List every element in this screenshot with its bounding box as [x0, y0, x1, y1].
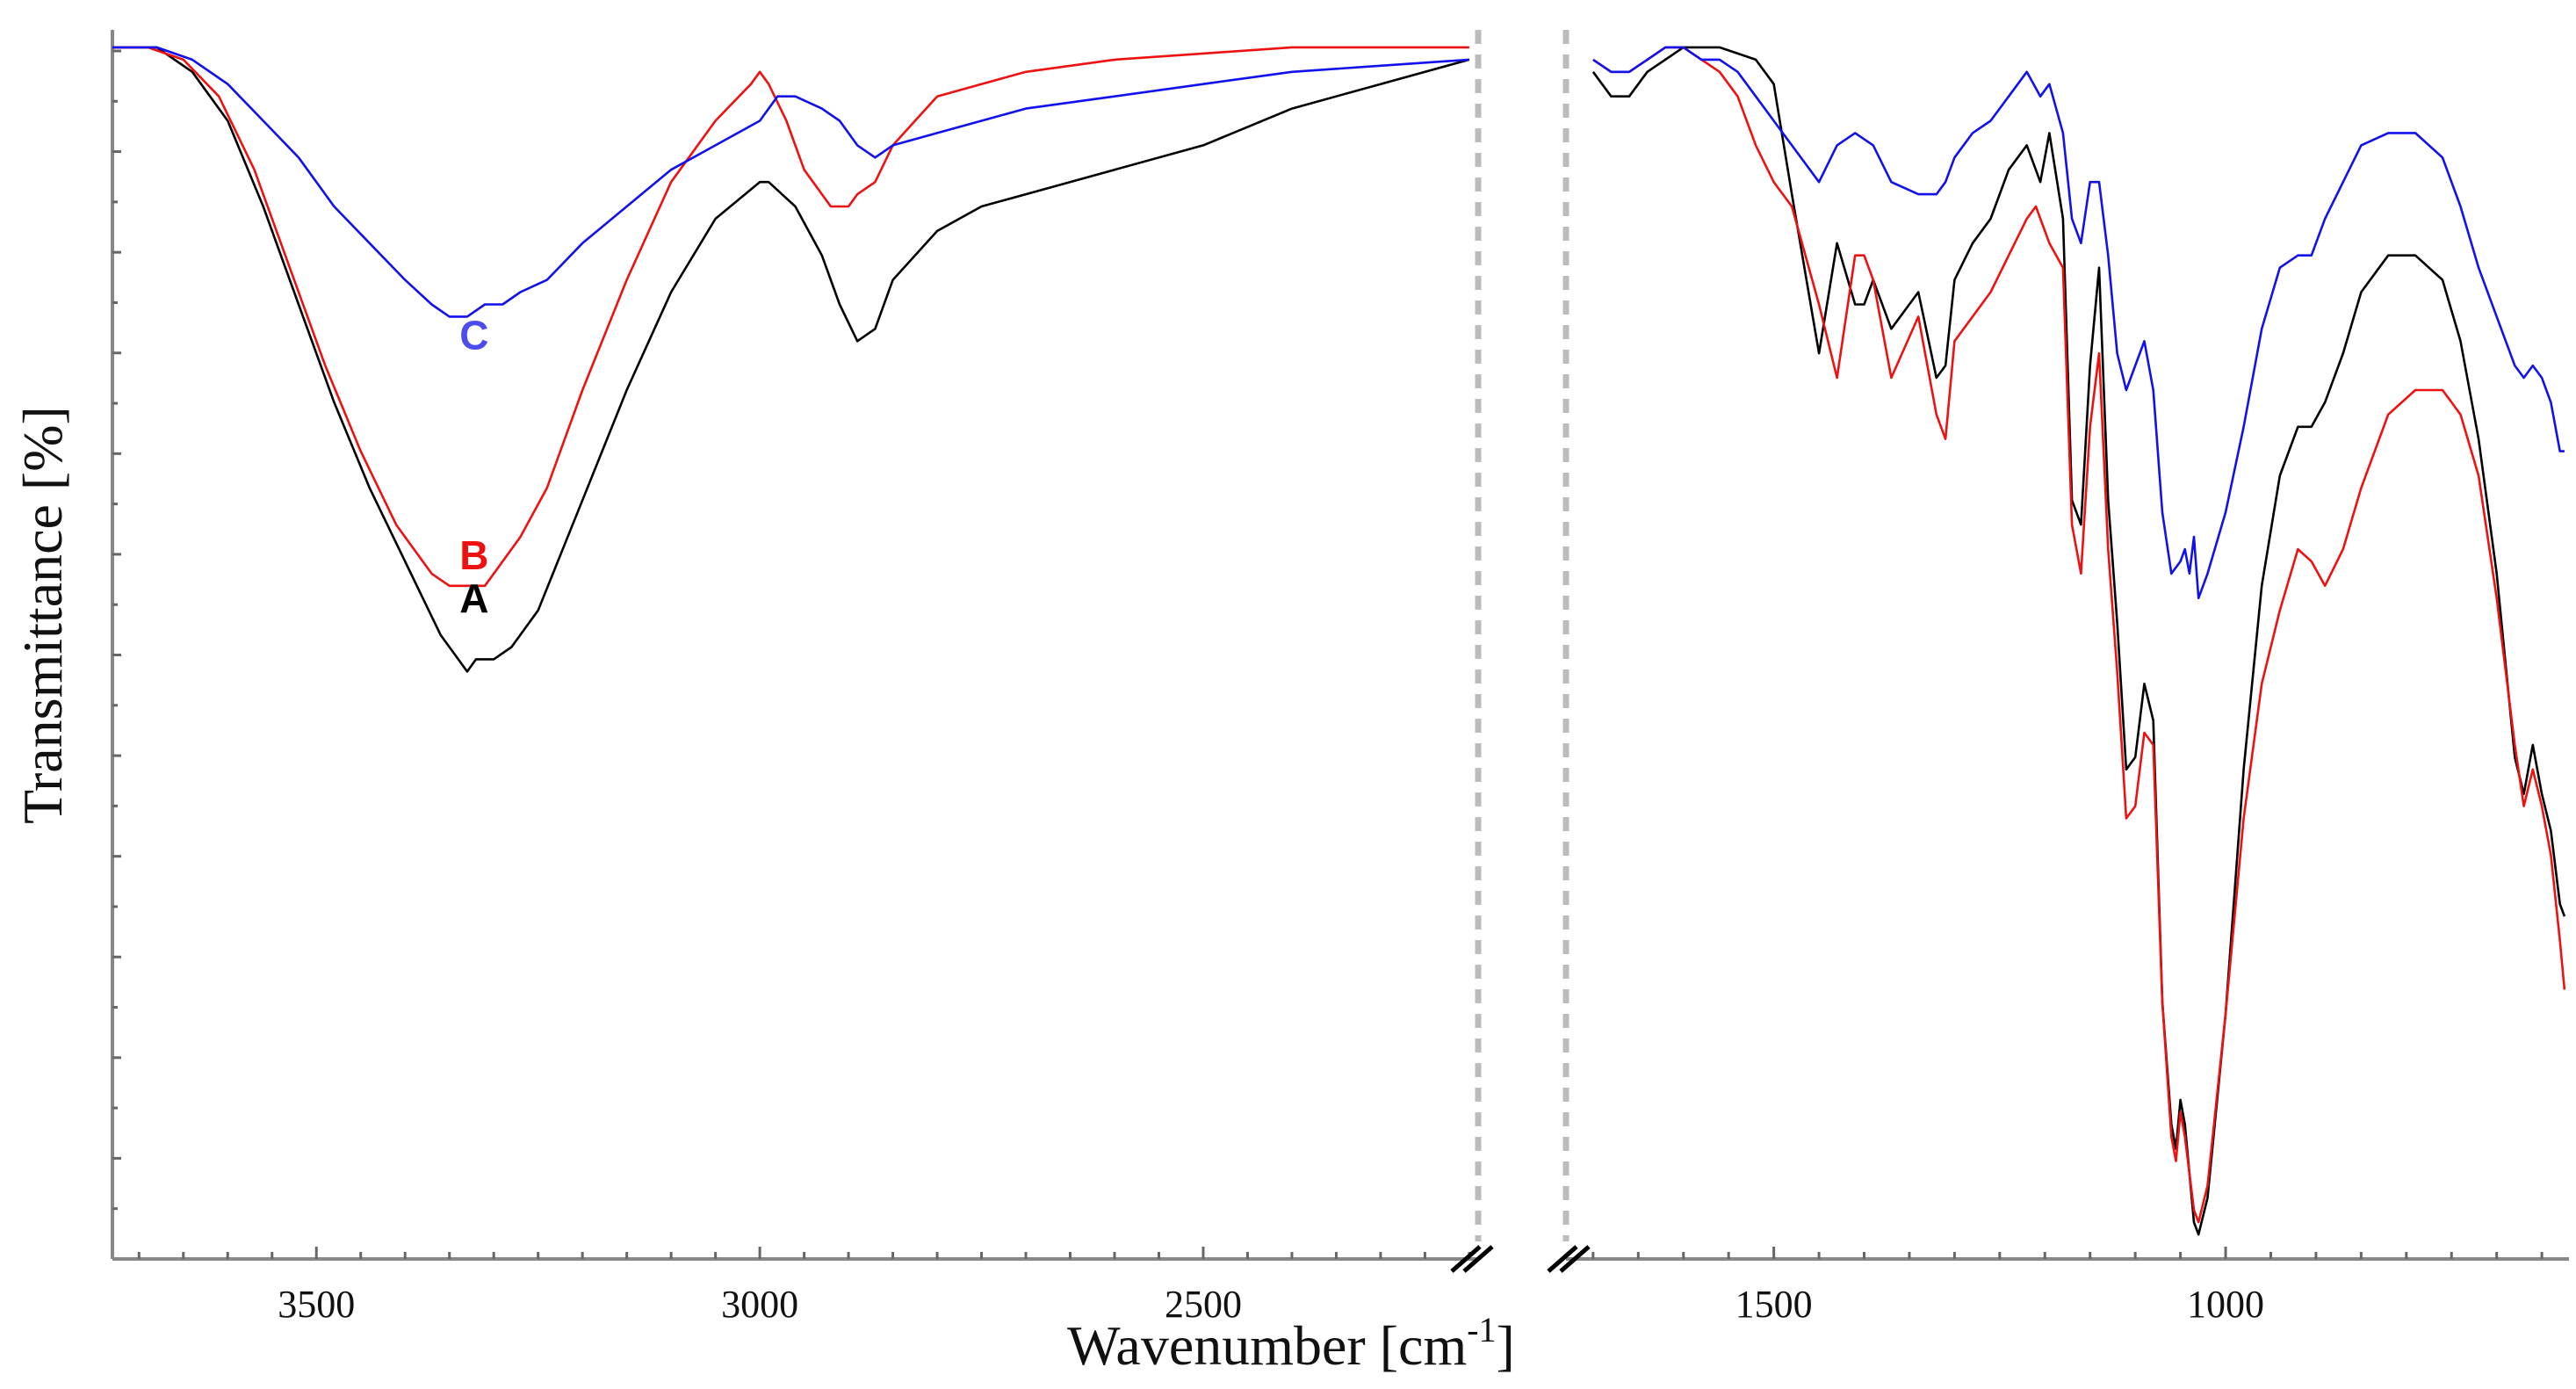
- series-C-right-line: [1592, 46, 2565, 600]
- y-axis-title: Transmittance [%]: [11, 406, 74, 824]
- series-B-right-line: [1592, 46, 2566, 1224]
- series-A-left-line: [112, 46, 1470, 673]
- series-labels: AB C: [459, 312, 488, 620]
- series-label-C: C: [459, 312, 488, 358]
- series-B: [112, 46, 2566, 1224]
- series-C: [112, 46, 2565, 600]
- axis-break-mark-left: [1450, 1245, 1494, 1273]
- axes: [111, 30, 2569, 1273]
- x-tick-label-3000: 3000: [721, 1283, 798, 1326]
- x-axis-title-main: Wavenumber [cm: [1067, 1314, 1467, 1377]
- series-C-left-line: [112, 46, 1469, 318]
- x-tick-label-1000: 1000: [2187, 1283, 2264, 1326]
- series-label-B: B: [459, 532, 488, 578]
- series-B-left-line: [112, 46, 1469, 588]
- axis-break-mark-right: [1547, 1245, 1591, 1273]
- x-axis-title: Wavenumber [cm-1]: [1067, 1310, 1515, 1377]
- series-A-right-line: [1591, 46, 2566, 1236]
- x-axis-title-superscript: -1: [1467, 1310, 1496, 1349]
- spectra: [112, 46, 2566, 1236]
- x-tick-label-3500: 3500: [278, 1283, 355, 1326]
- x-axis-title-suffix: ]: [1497, 1314, 1515, 1377]
- series-label-A: A: [459, 575, 488, 621]
- x-tick-label-1500: 1500: [1735, 1283, 1813, 1326]
- series-A: [112, 46, 2566, 1236]
- x-tick-label-2500: 2500: [1165, 1283, 1242, 1326]
- x-tick-labels: 3500 3000 2500 1500 1000: [278, 1283, 2264, 1326]
